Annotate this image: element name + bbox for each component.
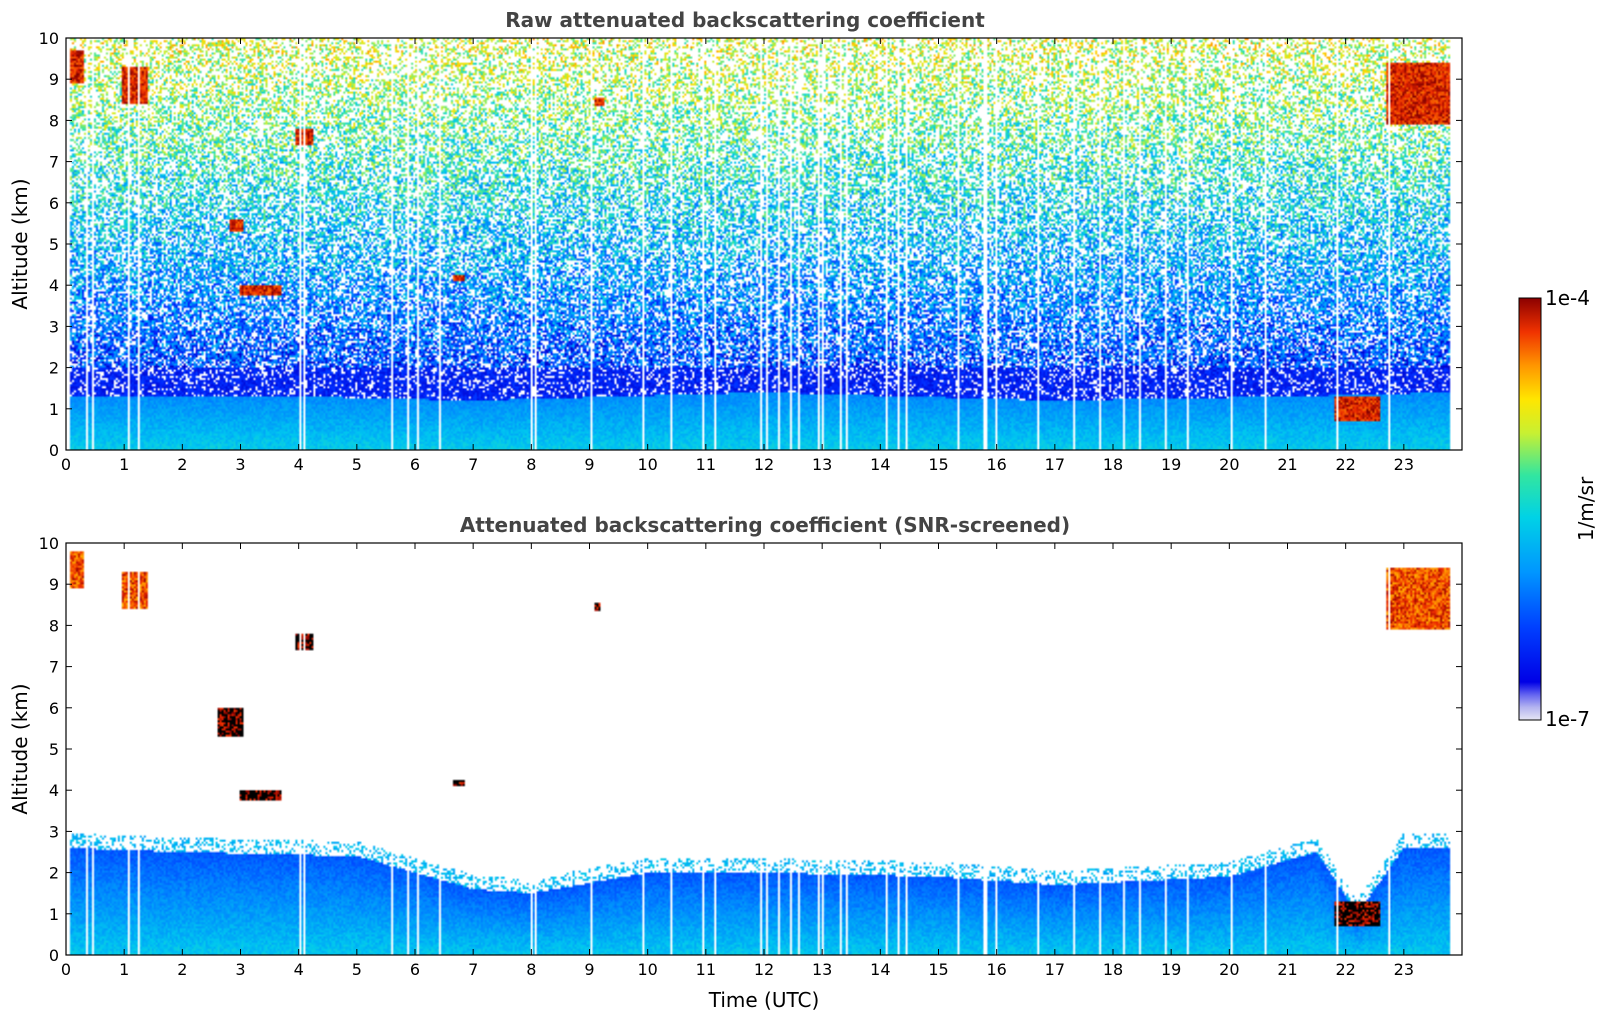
- x-tick-label: 3: [235, 455, 245, 474]
- x-tick-label: 7: [468, 960, 478, 979]
- x-tick-label: 3: [235, 960, 245, 979]
- x-tick-label: 10: [637, 455, 657, 474]
- x-tick-label: 18: [1103, 960, 1123, 979]
- y-tick-label: 2: [49, 359, 59, 378]
- y-tick-label: 3: [49, 822, 59, 841]
- x-tick-label: 2: [177, 455, 187, 474]
- y-tick-label: 6: [49, 194, 59, 213]
- x-axis-label: Time (UTC): [708, 988, 820, 1012]
- y-tick-label: 4: [49, 781, 59, 800]
- x-tick-label: 16: [986, 960, 1006, 979]
- y-tick-label: 9: [49, 575, 59, 594]
- x-tick-label: 11: [696, 960, 716, 979]
- x-tick-label: 17: [1045, 960, 1065, 979]
- x-tick-label: 12: [754, 960, 774, 979]
- x-tick-label: 0: [61, 960, 71, 979]
- y-tick-label: 1: [49, 905, 59, 924]
- x-tick-label: 7: [468, 455, 478, 474]
- x-tick-label: 15: [928, 455, 948, 474]
- x-tick-label: 16: [986, 455, 1006, 474]
- x-tick-label: 19: [1161, 455, 1181, 474]
- plot-frame-screened: [65, 542, 1463, 956]
- y-tick-label: 5: [49, 740, 59, 759]
- y-tick-label: 10: [39, 534, 59, 553]
- x-tick-label: 21: [1277, 960, 1297, 979]
- x-tick-label: 5: [352, 960, 362, 979]
- y-tick-label: 6: [49, 699, 59, 718]
- raw-backscatter-heatmap: [66, 38, 1462, 450]
- x-tick-label: 23: [1394, 455, 1414, 474]
- x-tick-label: 4: [294, 455, 304, 474]
- colorbar-min-label: 1e-7: [1545, 707, 1590, 731]
- colorbar-unit-label: 1/m/sr: [1574, 476, 1598, 541]
- x-tick-label: 19: [1161, 960, 1181, 979]
- x-tick-label: 20: [1219, 960, 1239, 979]
- y-tick-label: 4: [49, 276, 59, 295]
- raw-backscatter-panel: Raw attenuated backscattering coefficien…: [8, 8, 1463, 474]
- y-tick-label: 0: [49, 946, 59, 965]
- x-tick-label: 13: [812, 960, 832, 979]
- colorbar-max-label: 1e-4: [1545, 286, 1590, 310]
- y-tick-label: 10: [39, 29, 59, 48]
- x-tick-label: 14: [870, 455, 890, 474]
- x-tick-label: 1: [119, 960, 129, 979]
- x-tick-label: 22: [1335, 960, 1355, 979]
- panel-title-screened: Attenuated backscattering coefficient (S…: [460, 513, 1070, 537]
- y-tick-label: 9: [49, 70, 59, 89]
- y-tick-label: 2: [49, 864, 59, 883]
- y-tick-label: 5: [49, 235, 59, 254]
- y-tick-label: 1: [49, 400, 59, 419]
- x-tick-label: 2: [177, 960, 187, 979]
- x-tick-label: 21: [1277, 455, 1297, 474]
- y-tick-label: 8: [49, 616, 59, 635]
- y-axis-label-screened: Altitude (km): [8, 683, 32, 814]
- plot-frame-raw: [65, 37, 1463, 451]
- x-tick-label: 12: [754, 455, 774, 474]
- axis-ticks-raw: 0 1 2 3 4 5 6 7 8 9 10 11 12 13 14 15 16 17 18 19 20 21 22 2301…: [39, 29, 1462, 474]
- screened-backscatter-panel: Attenuated backscattering coefficient (S…: [8, 513, 1463, 1012]
- y-tick-label: 7: [49, 153, 59, 172]
- x-tick-label: 23: [1394, 960, 1414, 979]
- y-tick-label: 7: [49, 658, 59, 677]
- x-tick-label: 8: [526, 960, 536, 979]
- x-tick-label: 9: [584, 960, 594, 979]
- x-tick-label: 8: [526, 455, 536, 474]
- x-tick-label: 13: [812, 455, 832, 474]
- panel-title-raw: Raw attenuated backscattering coefficien…: [505, 8, 985, 32]
- x-tick-label: 6: [410, 455, 420, 474]
- x-tick-label: 0: [61, 455, 71, 474]
- y-tick-label: 3: [49, 317, 59, 336]
- colorbar-gradient: [1518, 297, 1542, 721]
- x-tick-label: 4: [294, 960, 304, 979]
- x-tick-label: 10: [637, 960, 657, 979]
- screened-backscatter-heatmap: [66, 543, 1462, 955]
- x-tick-label: 1: [119, 455, 129, 474]
- x-tick-label: 22: [1335, 455, 1355, 474]
- y-axis-label-raw: Altitude (km): [8, 178, 32, 309]
- x-tick-label: 6: [410, 960, 420, 979]
- y-tick-label: 0: [49, 441, 59, 460]
- x-tick-label: 20: [1219, 455, 1239, 474]
- x-tick-label: 18: [1103, 455, 1123, 474]
- x-tick-label: 9: [584, 455, 594, 474]
- colorbar: 1e-4 1e-7 1/m/sr: [1518, 286, 1598, 731]
- x-tick-label: 14: [870, 960, 890, 979]
- x-tick-label: 11: [696, 455, 716, 474]
- y-tick-label: 8: [49, 111, 59, 130]
- x-tick-label: 15: [928, 960, 948, 979]
- x-tick-label: 5: [352, 455, 362, 474]
- x-tick-label: 17: [1045, 455, 1065, 474]
